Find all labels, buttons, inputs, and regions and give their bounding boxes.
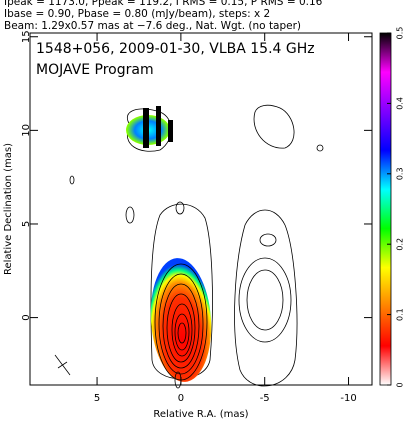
x-tick-label: -5 [260, 393, 270, 404]
x-tick-label: 0 [178, 393, 184, 404]
colorbar-tick-label: 0.3 [396, 167, 405, 180]
y-axis-label: Relative Declination (mas) [3, 143, 14, 275]
y-tick-label: 0 [21, 314, 32, 320]
y-tick-label: 10 [21, 124, 32, 137]
y-tick-label: 5 [21, 221, 32, 227]
plot-frame [29, 32, 373, 386]
header-line: Ipeak = 1173.0, Ppeak = 119.2, I RMS = 0… [4, 0, 323, 8]
x-axis-label: Relative R.A. (mas) [153, 409, 248, 420]
colorbar-tick-label: 0.5 [396, 27, 405, 40]
plot-subtitle: MOJAVE Program [36, 62, 154, 78]
colorbar-tick-label: 0.1 [396, 308, 405, 321]
x-tick-label: -10 [340, 393, 356, 404]
colorbar [379, 32, 392, 386]
colorbar-tick-label: 0 [396, 382, 405, 387]
y-tick-label: 15 [21, 30, 32, 43]
colorbar-tick-label: 0.4 [396, 97, 405, 110]
header-line: Beam: 1.29x0.57 mas at −7.6 deg., Nat. W… [4, 20, 301, 32]
image-content [54, 104, 324, 389]
x-tick-label: 5 [94, 393, 100, 404]
plot-title: 1548+056, 2009-01-30, VLBA 15.4 GHz [36, 41, 315, 57]
header-line: Ibase = 0.90, Pbase = 0.80 (mJy/beam), s… [4, 8, 270, 20]
colorbar-tick-label: 0.2 [396, 238, 405, 251]
